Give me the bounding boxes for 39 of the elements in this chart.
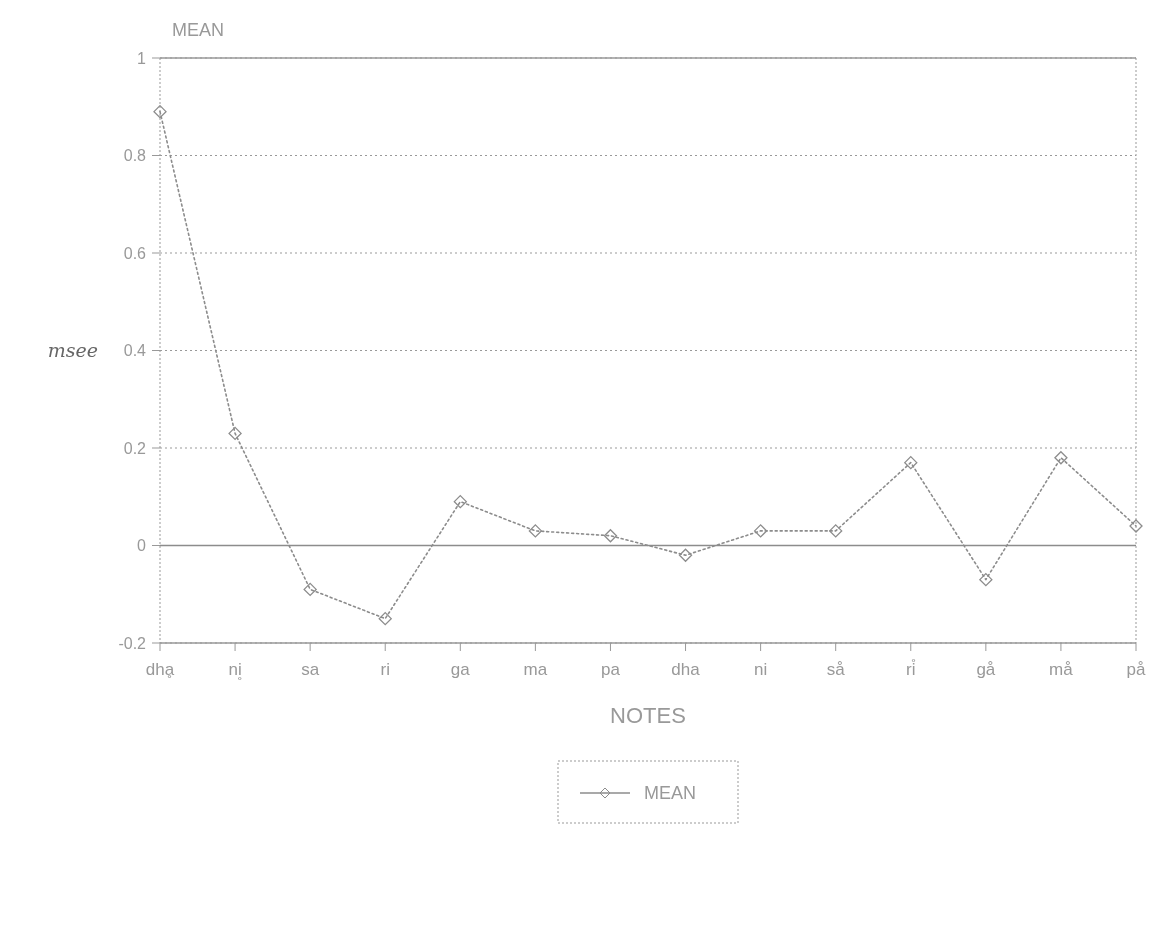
point	[303, 582, 317, 597]
x-tick-label: ri	[380, 660, 390, 679]
x-tick-label: ma	[523, 660, 548, 679]
x-tick-label: sa	[301, 660, 320, 679]
y-tick-label: -0.2	[118, 634, 147, 652]
x-tick-label: så	[826, 660, 846, 679]
x-tick-label: ni	[754, 660, 768, 679]
x-tick-label: ni̥	[228, 660, 242, 680]
chart-title: MEAN	[172, 20, 225, 40]
point	[153, 104, 167, 119]
point	[603, 529, 618, 543]
legend-label: MEAN	[644, 783, 697, 804]
x-tick-label: på	[1126, 660, 1146, 679]
y-tick-label: 0.2	[123, 439, 147, 457]
point	[528, 524, 543, 538]
x-tick-label: dhḁ	[145, 660, 175, 679]
point	[979, 572, 993, 587]
y-tick-label: 0.4	[123, 342, 147, 360]
point	[829, 524, 843, 538]
point	[1129, 519, 1143, 533]
x-tick-label: gå	[976, 660, 996, 679]
point	[1054, 451, 1068, 465]
x-tick-label: pa	[601, 660, 621, 679]
point	[753, 524, 768, 538]
y-tick-label: 0	[137, 537, 147, 555]
point	[453, 494, 467, 509]
y-tick-label: 1	[137, 49, 147, 67]
point	[678, 548, 693, 562]
x-tick-label: ri̊	[906, 659, 916, 679]
y-tick-label: 0.6	[123, 244, 147, 262]
point	[378, 611, 392, 626]
x-axis-title: NOTES	[610, 703, 686, 728]
y-tick-label: 0.8	[123, 147, 147, 165]
y-axis-title: msee	[47, 339, 98, 362]
x-tick-label: dha	[671, 660, 701, 679]
point	[904, 455, 918, 470]
x-tick-label: må	[1049, 660, 1074, 679]
point	[228, 426, 242, 441]
x-tick-label: ga	[450, 660, 471, 679]
